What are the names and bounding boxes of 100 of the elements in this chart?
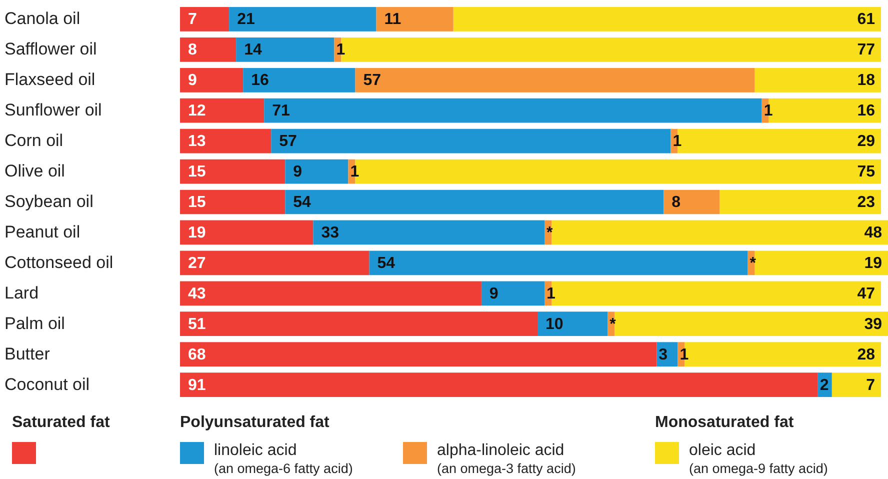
data-label: 15	[188, 164, 206, 181]
bar	[369, 250, 748, 276]
data-label: 1	[546, 285, 556, 302]
data-label: 12	[188, 102, 206, 120]
bar	[236, 38, 334, 62]
y-tick-label: Safflower oil	[4, 40, 97, 59]
bar	[264, 98, 762, 123]
data-label: 61	[857, 11, 876, 28]
bar	[271, 128, 671, 154]
y-tick-label: Peanut oil	[4, 222, 80, 242]
bar	[180, 312, 538, 336]
bar	[481, 281, 545, 306]
data-label: 19	[864, 254, 882, 272]
data-label: 23	[857, 194, 876, 211]
bar	[180, 7, 230, 32]
text: Monosaturated fat	[655, 414, 794, 432]
data-label: 28	[857, 346, 876, 364]
data-label: 9	[188, 72, 197, 90]
data-label: 9	[489, 285, 498, 302]
text: (an omega-3 fatty acid)	[437, 460, 576, 478]
bar	[453, 7, 881, 32]
data-label: 33	[321, 224, 340, 242]
y-tick-label: Sunflower oil	[4, 100, 102, 120]
data-label: 15	[188, 194, 206, 211]
bar	[313, 220, 545, 245]
y-tick-label: Butter	[4, 344, 50, 364]
bar	[664, 190, 720, 214]
text: (an omega-6 fatty acid)	[214, 460, 353, 478]
data-label: *	[750, 254, 757, 272]
data-label: *	[610, 316, 617, 333]
data-label: 51	[188, 316, 206, 333]
bar	[180, 250, 370, 276]
bar	[552, 220, 888, 245]
bar	[180, 68, 244, 92]
data-label: 13	[188, 133, 206, 150]
data-label: 10	[546, 316, 564, 333]
bar	[180, 372, 818, 397]
data-label: 57	[363, 72, 382, 90]
legend-label: linoleic acid	[214, 442, 297, 459]
y-tick-label: Flaxseed oil	[4, 70, 96, 90]
bar	[285, 159, 348, 184]
bar	[229, 7, 376, 32]
data-label: 27	[188, 254, 206, 272]
y-tick-label: Olive oil	[4, 162, 65, 181]
data-label: 43	[188, 285, 206, 302]
bar	[720, 190, 881, 214]
data-label: 14	[244, 42, 262, 59]
data-label: 47	[857, 285, 876, 302]
text: (an omega-9 fatty acid)	[689, 460, 828, 478]
bar	[243, 68, 356, 92]
y-tick-label: Soybean oil	[4, 192, 94, 211]
data-label: 2	[820, 376, 829, 394]
bar	[180, 342, 657, 366]
bar	[180, 220, 314, 245]
bar	[180, 98, 264, 123]
data-label: 91	[188, 376, 206, 394]
bar	[180, 281, 482, 306]
bar	[754, 250, 888, 276]
text: Polyunsaturated fat	[180, 414, 330, 432]
legend-label: oleic acid	[689, 442, 756, 459]
bar	[180, 159, 286, 184]
bar	[180, 38, 236, 62]
data-label: 7	[866, 376, 876, 394]
data-label: 75	[857, 164, 876, 181]
data-label: 39	[864, 316, 882, 333]
data-label: 21	[237, 11, 255, 28]
y-tick-label: Corn oil	[4, 131, 64, 150]
text: Saturated fat	[12, 414, 110, 432]
y-tick-label: Canola oil	[4, 9, 80, 28]
bar	[180, 190, 286, 214]
data-label: 68	[188, 346, 206, 364]
data-label: 29	[857, 133, 876, 150]
y-tick-label: Coconut oil	[4, 374, 90, 394]
data-label: 54	[293, 194, 312, 211]
data-label: 1	[680, 346, 689, 364]
data-label: 1	[672, 133, 682, 150]
bar	[355, 68, 755, 92]
data-label: 54	[377, 254, 396, 272]
bar	[614, 312, 888, 336]
data-label: 71	[272, 102, 290, 120]
data-label: 19	[188, 224, 206, 242]
bar	[180, 128, 272, 154]
data-label: 48	[864, 224, 882, 242]
data-label: 7	[188, 11, 197, 28]
data-label: 8	[672, 194, 681, 211]
data-label: 16	[857, 102, 876, 120]
bar	[285, 190, 664, 214]
y-tick-label: Cottonseed oil	[4, 252, 114, 272]
data-label: 57	[279, 133, 298, 150]
data-label: 1	[350, 164, 360, 181]
data-label: 11	[384, 11, 402, 28]
data-label: 3	[658, 346, 668, 364]
bar	[538, 312, 608, 336]
legend-label: alpha-linoleic acid	[437, 442, 564, 459]
data-label: 8	[188, 42, 197, 59]
y-tick-label: Palm oil	[4, 314, 65, 333]
data-label: 1	[764, 102, 773, 120]
y-tick-label: Lard	[4, 283, 39, 302]
data-label: 18	[857, 72, 876, 90]
data-label: 9	[293, 164, 302, 181]
